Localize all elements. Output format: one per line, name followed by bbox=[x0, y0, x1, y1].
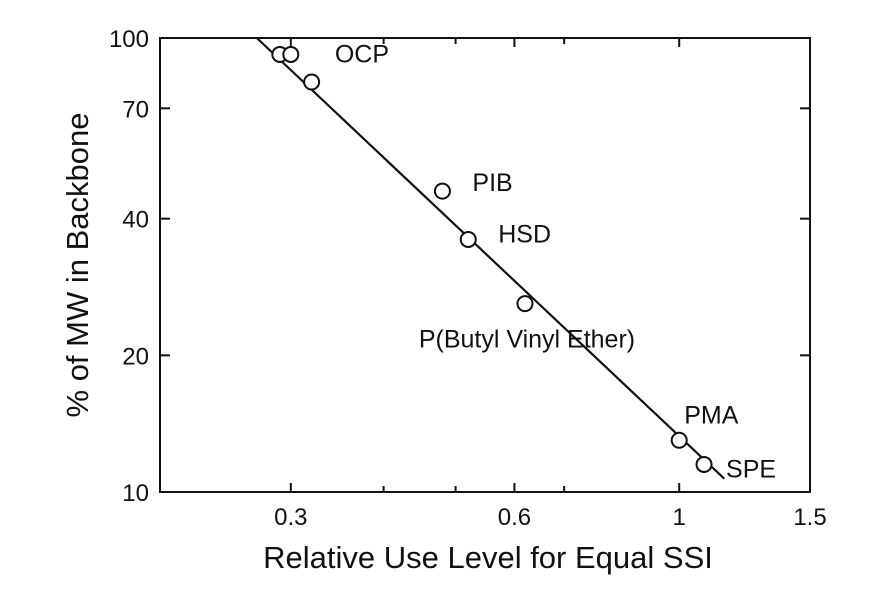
data-point bbox=[516, 295, 534, 313]
y-tick-label: 100 bbox=[109, 26, 149, 53]
point-label: SPE bbox=[726, 455, 776, 483]
fit-line-layer bbox=[256, 37, 726, 480]
y-tick-label: 40 bbox=[122, 207, 149, 234]
data-point bbox=[282, 45, 300, 63]
point-label: HSD bbox=[498, 220, 551, 248]
point-label: PMA bbox=[684, 401, 739, 429]
point-label: P(Butyl Vinyl Ether) bbox=[419, 326, 635, 354]
point-labels: OCP PIB HSD P(Butyl Vinyl Ether) PMA SPE bbox=[335, 40, 776, 483]
data-point bbox=[459, 230, 477, 248]
x-axis-title: Relative Use Level for Equal SSI bbox=[263, 540, 713, 575]
x-tick-label: 0.3 bbox=[274, 504, 307, 531]
fit-line bbox=[256, 37, 726, 480]
y-tick-label: 20 bbox=[122, 343, 149, 370]
y-axis-title: % of MW in Backbone bbox=[60, 113, 95, 418]
x-tick-label: 0.6 bbox=[498, 504, 531, 531]
data-point bbox=[303, 73, 321, 91]
point-label: PIB bbox=[472, 169, 512, 197]
x-tick-label: 1.5 bbox=[793, 504, 826, 531]
point-label: OCP bbox=[335, 40, 389, 68]
y-tick-label: 10 bbox=[122, 480, 149, 507]
y-tick-label: 70 bbox=[122, 96, 149, 123]
plot-frame bbox=[159, 37, 811, 493]
data-point bbox=[670, 431, 688, 449]
data-point bbox=[433, 182, 451, 200]
x-tick-label: 1 bbox=[673, 504, 686, 531]
axis-ticks: 0.3 0.6 1 1.5 10 20 40 70 100 bbox=[109, 26, 827, 531]
data-point bbox=[695, 455, 713, 473]
data-points bbox=[271, 45, 713, 473]
